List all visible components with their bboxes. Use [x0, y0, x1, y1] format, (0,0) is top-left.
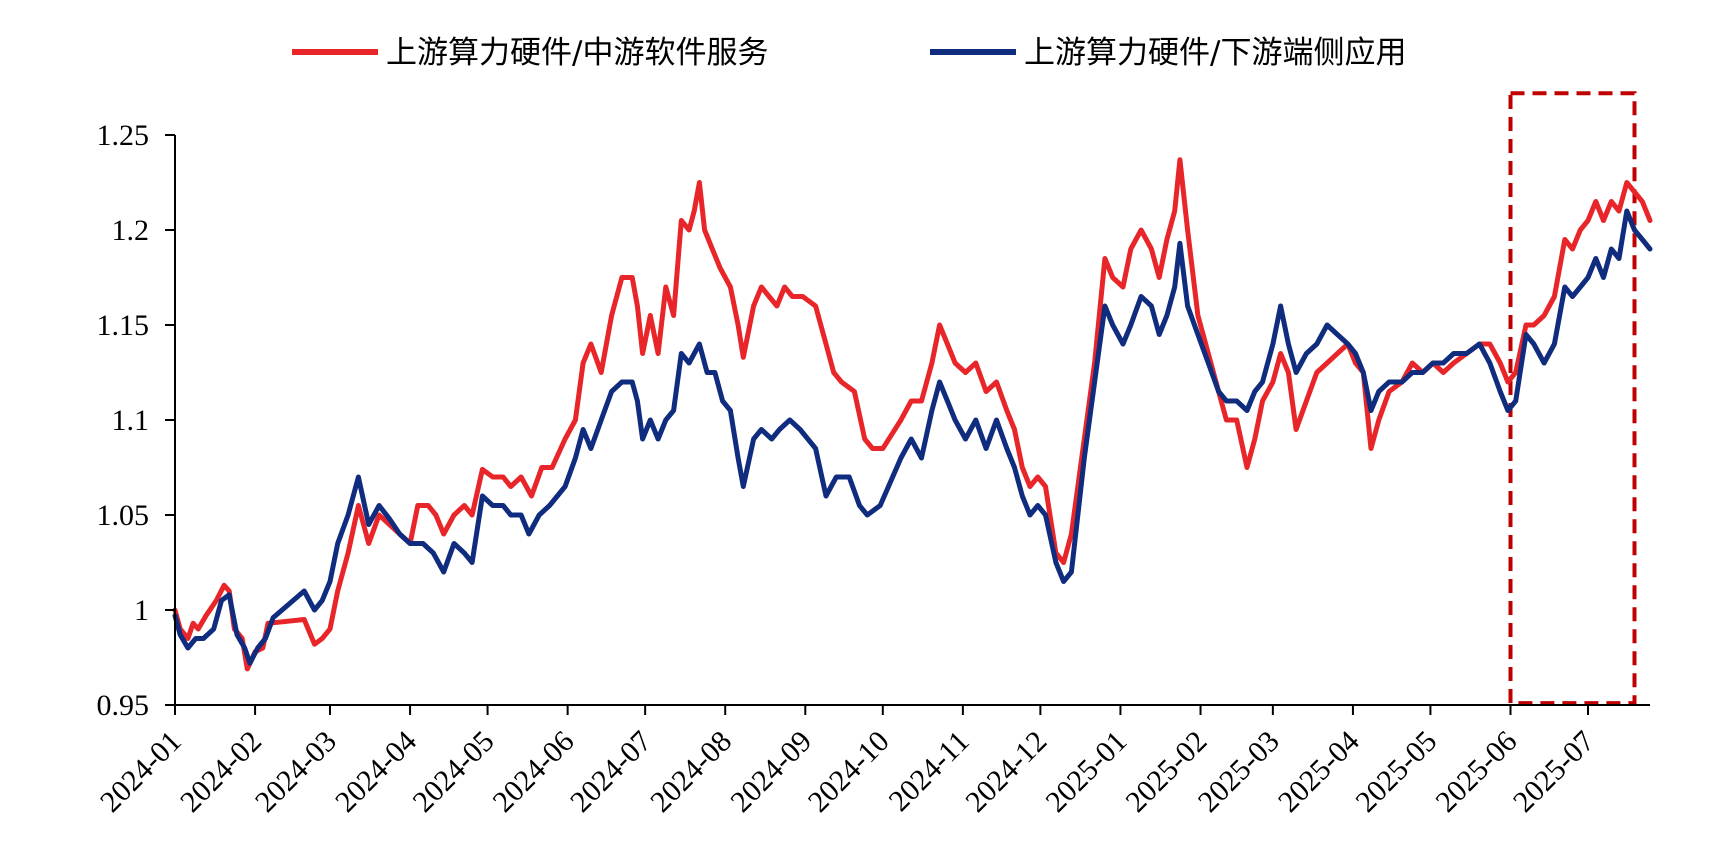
x-tick-label: 2024-08	[644, 725, 738, 819]
y-tick-label: 1	[134, 594, 149, 627]
x-tick-label: 2024-01	[94, 725, 188, 819]
x-tick-label: 2024-06	[487, 725, 581, 819]
y-tick-label: 1.25	[97, 119, 150, 152]
x-tick-label: 2025-07	[1507, 725, 1601, 819]
x-tick-label: 2024-11	[883, 725, 976, 818]
x-tick-label: 2024-05	[406, 725, 500, 819]
highlight-box	[1508, 91, 1637, 706]
y-tick-label: 1.1	[112, 404, 150, 437]
x-tick-label: 2025-01	[1039, 725, 1133, 819]
x-tick-label: 2025-06	[1429, 725, 1523, 819]
x-tick-label: 2024-10	[802, 725, 896, 819]
x-tick-label: 2025-03	[1192, 725, 1286, 819]
x-tick-label: 2024-12	[959, 725, 1053, 819]
legend-label-series-2: 上游算力硬件/下游端侧应用	[1024, 35, 1406, 71]
x-tick-label: 2025-04	[1272, 725, 1366, 819]
x-tick-label: 2024-07	[564, 725, 658, 819]
series-line-2	[172, 208, 1653, 666]
y-tick-label: 1.05	[97, 499, 150, 532]
x-tick-label: 2024-04	[329, 725, 423, 819]
legend-item-series-2: 上游算力硬件/下游端侧应用	[930, 35, 1406, 71]
x-tick-label: 2024-02	[174, 725, 268, 819]
y-tick-label: 1.15	[97, 309, 150, 342]
x-tick-label: 2024-09	[724, 725, 818, 819]
series-line-1	[172, 157, 1653, 672]
y-tick-label: 1.2	[112, 214, 150, 247]
x-tick-label: 2025-02	[1119, 725, 1213, 819]
x-tick-label: 2025-05	[1349, 725, 1443, 819]
legend: 上游算力硬件/中游软件服务 上游算力硬件/下游端侧应用	[292, 35, 1406, 71]
legend-item-series-1: 上游算力硬件/中游软件服务	[292, 35, 768, 71]
legend-label-series-1: 上游算力硬件/中游软件服务	[386, 35, 768, 71]
x-tick-label: 2024-03	[249, 725, 343, 819]
y-tick-label: 0.95	[97, 689, 150, 722]
